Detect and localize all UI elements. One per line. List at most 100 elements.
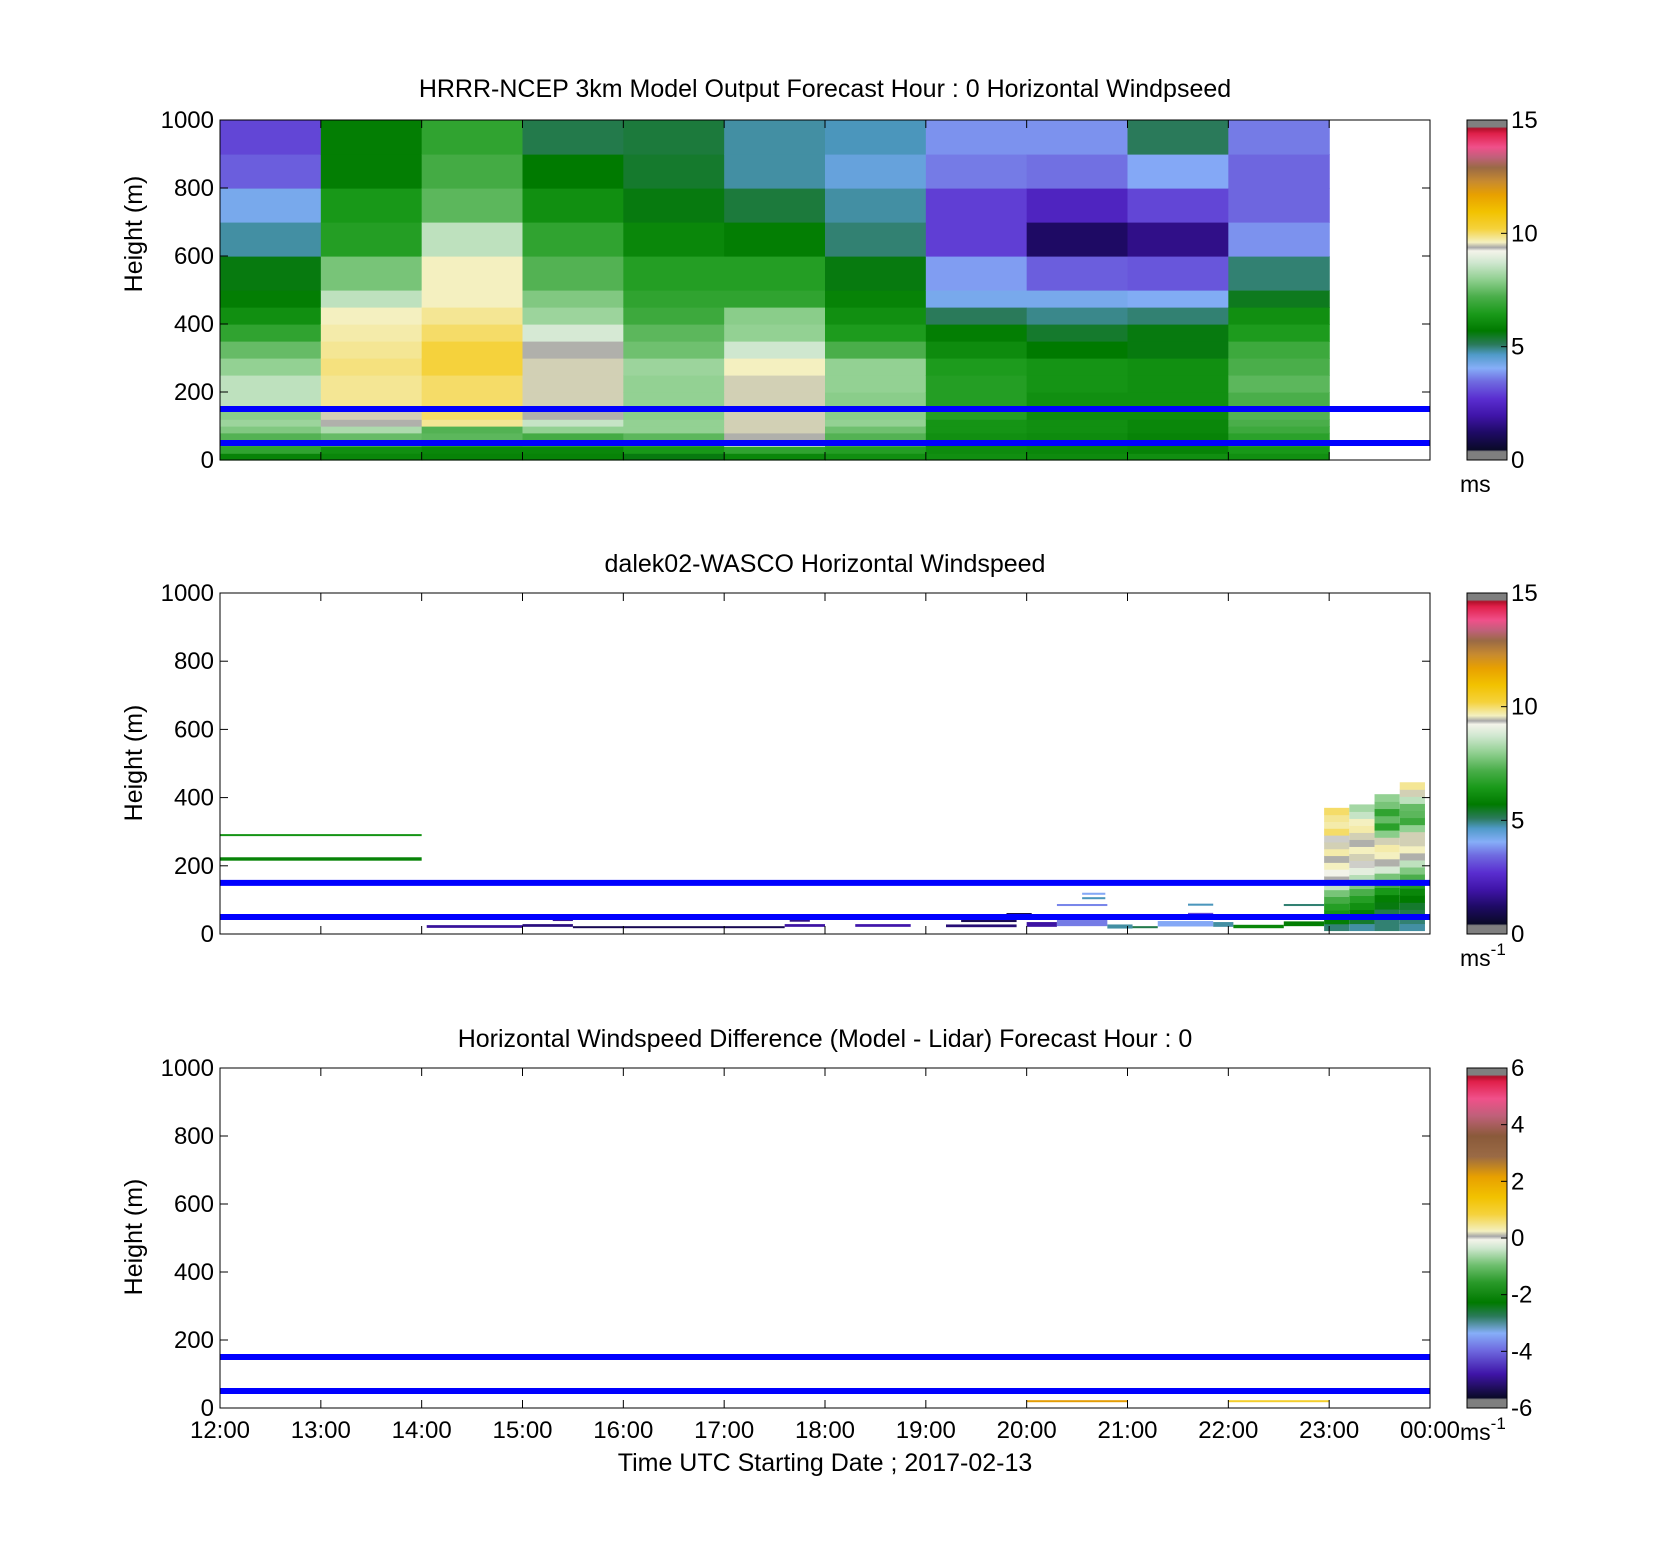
panel-model-ylabel: Height (m) xyxy=(120,176,148,293)
heatmap-cell xyxy=(1228,426,1330,434)
profile-cell xyxy=(1324,882,1350,891)
heatmap-cell xyxy=(421,154,524,189)
data-segment xyxy=(1026,922,1057,927)
colorbar-gradient xyxy=(1466,119,1508,461)
heatmap-cell xyxy=(1228,324,1330,342)
x-tick-label: 12:00 xyxy=(190,1417,250,1444)
heatmap-cell xyxy=(1026,375,1129,393)
heatmap-cell xyxy=(1026,324,1129,342)
y-tick-label: 200 xyxy=(174,853,214,880)
heatmap-cell xyxy=(1127,307,1229,325)
heatmap-cell xyxy=(1228,432,1330,441)
heatmap-cell xyxy=(925,154,1028,189)
heatmap-cell xyxy=(825,222,927,257)
heatmap-cell xyxy=(825,358,927,376)
heatmap-cell xyxy=(421,446,524,454)
profile-cell xyxy=(1349,860,1375,869)
heatmap-cell xyxy=(1228,358,1330,376)
heatmap-cell xyxy=(623,446,725,454)
profile-cell xyxy=(1324,916,1350,925)
profile-cell xyxy=(1399,824,1425,833)
model-colorbar: 0 5 10 15 ms xyxy=(1460,107,1538,497)
heatmap-cell xyxy=(1127,453,1229,461)
heatmap-cell xyxy=(220,409,322,420)
heatmap-cell xyxy=(522,290,624,308)
colorbar-tick-label: 10 xyxy=(1511,694,1538,721)
profile-cell xyxy=(1399,810,1425,819)
data-segment xyxy=(1188,903,1214,906)
y-tick-label: 600 xyxy=(174,1191,214,1218)
heatmap-cell xyxy=(220,188,322,223)
heatmap-cell xyxy=(421,432,524,441)
colorbar-tick-label: 0 xyxy=(1511,447,1524,474)
heatmap-cell xyxy=(825,188,927,223)
heatmap-cell xyxy=(421,290,524,308)
heatmap-cell xyxy=(320,392,423,410)
heatmap-cell xyxy=(522,256,624,291)
profile-cell xyxy=(1349,902,1375,911)
heatmap-cell xyxy=(220,120,322,155)
heatmap-cell xyxy=(623,307,725,325)
heatmap-cell xyxy=(623,256,725,291)
heatmap-cell xyxy=(724,358,826,376)
heatmap-cell xyxy=(925,358,1028,376)
heatmap-cell xyxy=(220,358,322,376)
y-tick-label: 400 xyxy=(174,1259,214,1286)
heatmap-cell xyxy=(421,341,524,359)
heatmap-cell xyxy=(623,432,725,441)
profile-cell xyxy=(1399,789,1425,797)
data-segment xyxy=(961,918,1017,923)
profile-cell xyxy=(1374,916,1400,924)
heatmap-cell xyxy=(320,419,423,427)
heatmap-cell xyxy=(1228,120,1330,155)
heatmap-cell xyxy=(925,188,1028,223)
heatmap-cell xyxy=(1026,432,1129,441)
y-tick-label: 1000 xyxy=(161,1055,214,1082)
heatmap-cell xyxy=(724,290,826,308)
y-tick-label: 400 xyxy=(174,311,214,338)
profile-cell xyxy=(1374,837,1400,845)
heatmap-cell xyxy=(724,426,826,434)
x-tick-label: 18:00 xyxy=(795,1417,855,1444)
profile-cell xyxy=(1324,889,1350,897)
profile-cell xyxy=(1349,818,1375,826)
data-segment xyxy=(220,834,422,837)
colorbar-tick-label: 0 xyxy=(1511,921,1524,948)
heatmap-cell xyxy=(320,375,423,393)
heatmap-cell xyxy=(825,120,927,155)
profile-cell xyxy=(1324,910,1350,918)
heatmap-cell xyxy=(1026,256,1129,291)
heatmap-cell xyxy=(724,432,826,441)
heatmap-cell xyxy=(522,188,624,223)
difference-ticks: 12:00 13:00 14:00 15:00 16:00 17:00 18:00 19:00… xyxy=(161,1055,1460,1444)
heatmap-cell xyxy=(1127,392,1229,410)
colorbar-tick-label: 10 xyxy=(1511,220,1538,247)
y-tick-label: 200 xyxy=(174,1327,214,1354)
profile-cell xyxy=(1399,845,1425,854)
y-tick-label: 1000 xyxy=(161,580,214,607)
heatmap-cell xyxy=(522,358,624,376)
heatmap-cell xyxy=(1127,188,1229,223)
x-tick-label: 21:00 xyxy=(1097,1417,1157,1444)
heatmap-cell xyxy=(320,154,423,189)
profile-cell xyxy=(1349,916,1375,925)
heatmap-cell xyxy=(623,419,725,427)
heatmap-cell xyxy=(1026,341,1129,359)
heatmap-cell xyxy=(724,453,826,461)
profile-cell xyxy=(1374,851,1400,860)
profile-cell xyxy=(1399,923,1425,932)
heatmap-cell xyxy=(320,256,423,291)
heatmap-cell xyxy=(421,419,524,427)
heatmap-cell xyxy=(421,453,524,461)
heatmap-cell xyxy=(1127,120,1229,155)
heatmap-cell xyxy=(925,432,1028,441)
heatmap-cell xyxy=(421,392,524,410)
heatmap-cell xyxy=(724,341,826,359)
heatmap-cell xyxy=(522,453,624,461)
heatmap-cell xyxy=(925,290,1028,308)
profile-cell xyxy=(1374,815,1400,824)
heatmap-cell xyxy=(1127,375,1229,393)
colorbar-tick-label: 2 xyxy=(1511,1168,1524,1195)
heatmap-cell xyxy=(1228,307,1330,325)
